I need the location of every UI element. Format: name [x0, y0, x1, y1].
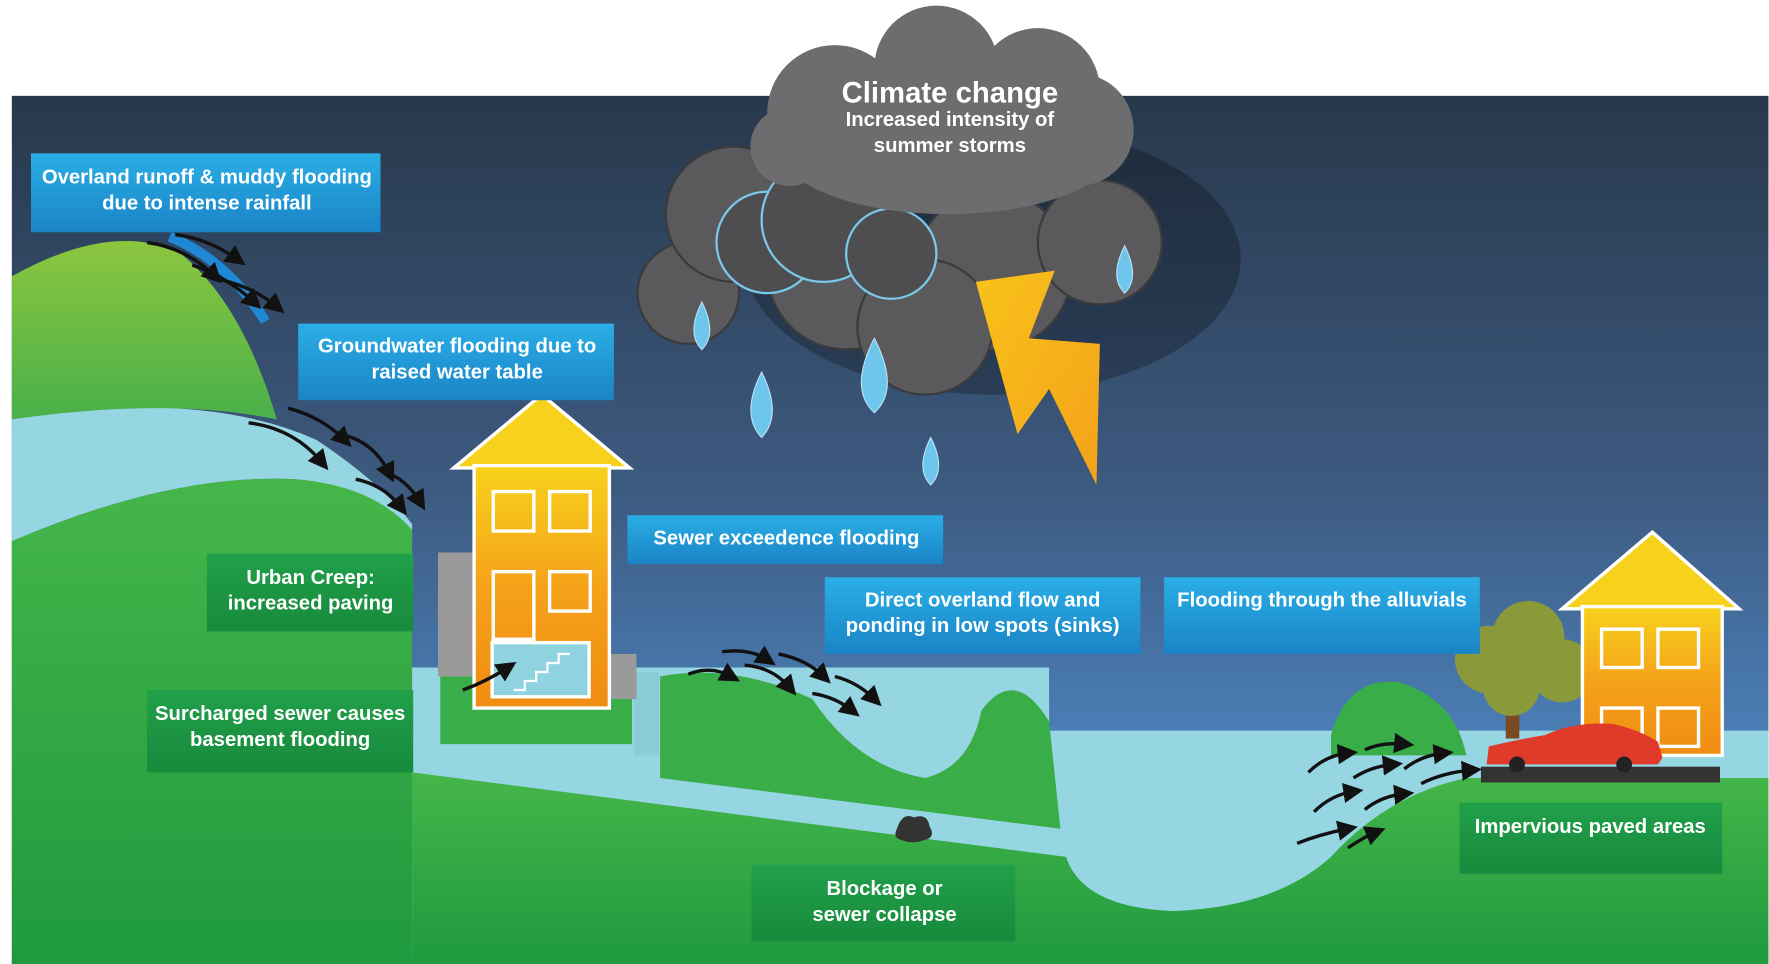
diagram: Climate change Increased intensity of su…: [0, 0, 1769, 964]
wall: [438, 552, 474, 676]
label: Impervious paved areas: [1475, 816, 1706, 838]
wall: [609, 654, 636, 699]
page: Climate change Increased intensity of su…: [0, 0, 1769, 964]
wheel: [1509, 757, 1525, 773]
label: raised water table: [372, 362, 543, 384]
label: Groundwater flooding due to: [318, 336, 596, 358]
wheel: [1616, 757, 1632, 773]
cloud-text: Increased intensity of: [846, 109, 1055, 131]
label: basement flooding: [190, 729, 370, 751]
cloud-text: summer storms: [874, 135, 1026, 157]
label: Surcharged sewer causes: [155, 703, 405, 725]
label: Direct overland flow and: [865, 589, 1101, 611]
label: Sewer exceedence flooding: [653, 527, 919, 549]
label: Urban Creep:: [246, 567, 374, 589]
label-box: [1460, 803, 1723, 874]
label: increased paving: [228, 593, 394, 615]
label: Blockage or: [826, 878, 942, 900]
label: due to intense rainfall: [102, 192, 312, 214]
label: Flooding through the alluvials: [1177, 589, 1467, 611]
sewer-pipe: [634, 672, 659, 755]
label: Overland runoff & muddy flooding: [42, 167, 372, 189]
label: ponding in low spots (sinks): [846, 615, 1120, 637]
cloud-heading: Climate change: [842, 76, 1059, 109]
label: sewer collapse: [812, 904, 956, 926]
